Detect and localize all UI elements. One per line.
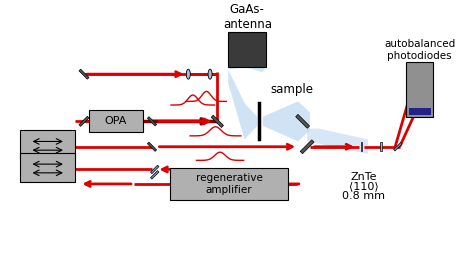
- Text: THz: THz: [247, 75, 257, 95]
- Polygon shape: [296, 114, 310, 128]
- Bar: [406, 62, 433, 117]
- Polygon shape: [307, 128, 368, 154]
- Text: autobalanced
photodiodes: autobalanced photodiodes: [384, 39, 455, 61]
- Text: ZnTe: ZnTe: [350, 172, 377, 182]
- Text: GaAs-
antenna: GaAs- antenna: [223, 3, 272, 31]
- Text: sample: sample: [270, 83, 313, 96]
- Polygon shape: [228, 47, 267, 72]
- Polygon shape: [151, 165, 159, 174]
- Ellipse shape: [208, 69, 212, 79]
- Polygon shape: [79, 116, 89, 126]
- Polygon shape: [263, 101, 310, 141]
- Polygon shape: [151, 171, 159, 179]
- Polygon shape: [147, 117, 156, 126]
- Polygon shape: [393, 143, 402, 151]
- Text: ⟨110⟩: ⟨110⟩: [348, 181, 378, 191]
- Text: 0.8 mm: 0.8 mm: [342, 191, 385, 201]
- Text: OPA: OPA: [105, 116, 127, 126]
- Text: regenerative
amplifier: regenerative amplifier: [196, 173, 263, 195]
- Bar: [170, 168, 288, 200]
- Polygon shape: [147, 142, 156, 151]
- Ellipse shape: [186, 69, 190, 79]
- Bar: [89, 111, 143, 132]
- Polygon shape: [228, 70, 257, 140]
- Polygon shape: [211, 115, 224, 127]
- Bar: [20, 153, 75, 182]
- Bar: [228, 32, 266, 67]
- Polygon shape: [300, 140, 314, 154]
- Polygon shape: [79, 69, 89, 79]
- Polygon shape: [361, 142, 363, 151]
- Bar: [20, 130, 75, 159]
- Polygon shape: [380, 142, 382, 151]
- Bar: [409, 108, 430, 115]
